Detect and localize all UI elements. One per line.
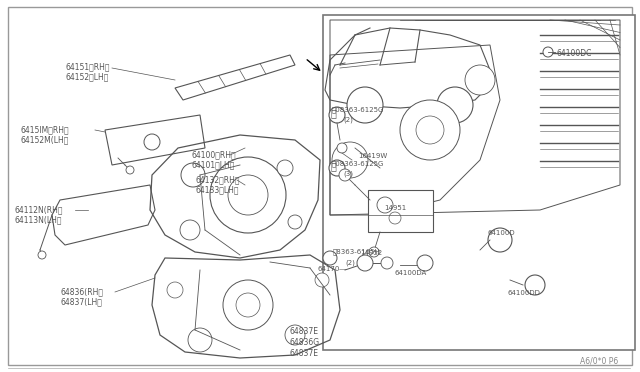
Text: 14952: 14952 [360, 250, 382, 256]
Text: 64132〈RH〉: 64132〈RH〉 [195, 175, 239, 184]
Circle shape [315, 273, 329, 287]
Circle shape [369, 247, 379, 257]
Text: Ⓞ8363-6165H: Ⓞ8363-6165H [333, 248, 381, 255]
Text: Ⓞ: Ⓞ [330, 108, 336, 118]
Circle shape [543, 47, 553, 57]
Text: Ⓞ08363-6125G: Ⓞ08363-6125G [332, 160, 385, 167]
Text: 64133〈LH〉: 64133〈LH〉 [195, 185, 239, 194]
Circle shape [210, 157, 286, 233]
Text: 6415lM〈RH〉: 6415lM〈RH〉 [20, 125, 68, 134]
Circle shape [38, 251, 46, 259]
Text: Ⓞ08363-6125G: Ⓞ08363-6125G [332, 106, 385, 113]
Text: 64837(LH〉: 64837(LH〉 [60, 297, 102, 306]
Circle shape [465, 65, 495, 95]
Text: 64837E: 64837E [290, 327, 319, 336]
Circle shape [236, 293, 260, 317]
Circle shape [416, 116, 444, 144]
Text: 64100DA: 64100DA [395, 270, 428, 276]
Circle shape [288, 215, 302, 229]
Circle shape [323, 251, 337, 265]
Circle shape [188, 328, 212, 352]
Circle shape [357, 255, 373, 271]
Text: 64112N(RH〉: 64112N(RH〉 [14, 205, 63, 214]
Circle shape [181, 163, 205, 187]
Text: 64836G: 64836G [290, 338, 320, 347]
Circle shape [223, 280, 273, 330]
Circle shape [381, 257, 393, 269]
Text: 64113N(LH〉: 64113N(LH〉 [14, 215, 61, 224]
Circle shape [167, 282, 183, 298]
Text: 64836(RH〉: 64836(RH〉 [60, 287, 103, 296]
Text: (3): (3) [343, 170, 353, 176]
Circle shape [144, 134, 160, 150]
Circle shape [228, 175, 268, 215]
Circle shape [337, 143, 347, 153]
Text: (2): (2) [343, 116, 353, 122]
Circle shape [329, 107, 345, 123]
Text: 64100〈RH〉: 64100〈RH〉 [192, 150, 237, 159]
Text: 64101〈LH〉: 64101〈LH〉 [192, 160, 236, 169]
Circle shape [332, 142, 368, 178]
Circle shape [400, 100, 460, 160]
Text: 64100DC: 64100DC [557, 49, 593, 58]
Circle shape [339, 169, 351, 181]
Bar [323, 15, 635, 350]
Text: 64100DD: 64100DD [508, 290, 541, 296]
Bar [368, 190, 433, 232]
Circle shape [488, 228, 512, 252]
Circle shape [347, 87, 383, 123]
Text: 16419W: 16419W [358, 153, 387, 159]
Text: 14951: 14951 [384, 205, 406, 211]
Circle shape [126, 166, 134, 174]
Text: 64151〈RH〉: 64151〈RH〉 [65, 62, 109, 71]
Text: (2): (2) [345, 260, 355, 266]
Circle shape [437, 87, 473, 123]
Circle shape [329, 160, 345, 176]
Text: 64170―: 64170― [318, 266, 348, 272]
Text: A6/0*0 P6: A6/0*0 P6 [580, 356, 618, 365]
Circle shape [180, 220, 200, 240]
Text: 64152M(LH〉: 64152M(LH〉 [20, 135, 68, 144]
Text: Ⓞ: Ⓞ [330, 161, 336, 171]
Circle shape [417, 255, 433, 271]
Circle shape [277, 160, 293, 176]
Text: 64152〈LH〉: 64152〈LH〉 [65, 72, 108, 81]
Text: 64837E: 64837E [290, 349, 319, 358]
Circle shape [525, 275, 545, 295]
Circle shape [285, 325, 305, 345]
Text: 64100D: 64100D [488, 230, 516, 236]
